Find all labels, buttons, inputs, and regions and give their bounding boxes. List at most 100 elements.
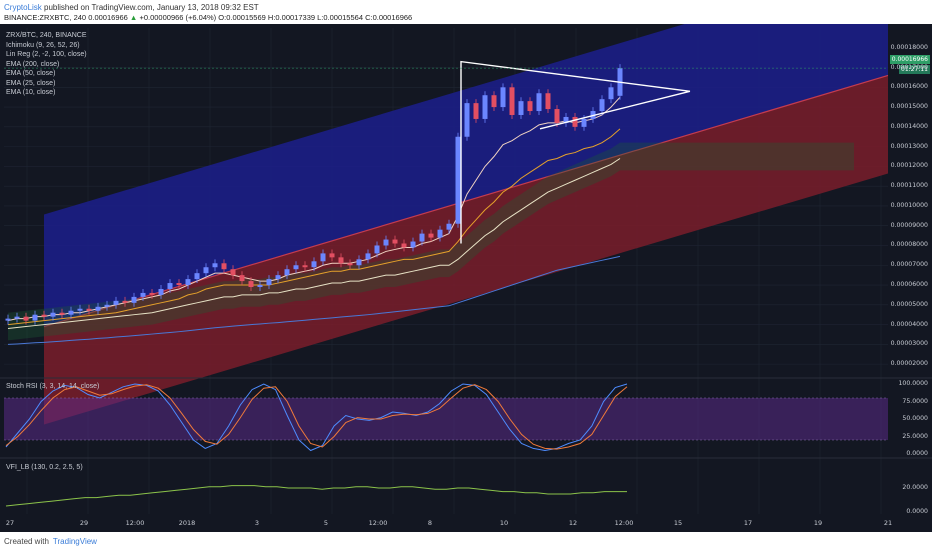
linreg-lower-band xyxy=(44,75,888,425)
vfi-tick-label: 0.0000 xyxy=(906,508,928,515)
time-tick-label: 27 xyxy=(5,519,15,527)
ema200-line xyxy=(7,255,621,345)
candle-body xyxy=(23,316,29,321)
candle-body xyxy=(491,95,497,108)
price-tick-label: 0.00013000 xyxy=(890,142,928,150)
candle-body xyxy=(527,101,533,112)
price-tick-label: 0.00012000 xyxy=(890,162,928,170)
candle-body xyxy=(437,229,443,238)
candle-body xyxy=(158,288,164,295)
candle-body xyxy=(194,273,200,280)
candle-body xyxy=(545,93,551,110)
candle-body xyxy=(500,87,506,108)
price-tick-label: 0.00015000 xyxy=(890,103,928,111)
stoch-band xyxy=(4,398,888,440)
tradingview-logo[interactable]: TradingView xyxy=(52,537,97,546)
candle-body xyxy=(392,239,398,244)
vfi-line xyxy=(5,485,627,507)
candle-body xyxy=(320,253,326,262)
legend-linreg[interactable]: Lin Reg (2, -2, 100, close) xyxy=(6,51,87,58)
candle-body xyxy=(536,93,542,112)
legend-vfi[interactable]: VFI_LB (130, 0.2, 2.5, 5) xyxy=(6,464,83,471)
candle-body xyxy=(284,269,290,276)
candle-body xyxy=(203,267,209,274)
candle-body xyxy=(113,300,119,305)
price-change: +0.00000966 (+6.04%) xyxy=(139,13,217,22)
vfi-tick-label: 20.0000 xyxy=(902,484,928,491)
price-tick-label: 0.00009000 xyxy=(890,221,928,229)
candle-body xyxy=(608,87,614,100)
chart-svg[interactable] xyxy=(0,24,932,532)
candle-body xyxy=(149,292,155,295)
candle-body xyxy=(212,263,218,268)
legend-ema50[interactable]: EMA (50, close) xyxy=(6,70,56,77)
candle-body xyxy=(311,261,317,268)
candle-body xyxy=(176,283,182,286)
author-link[interactable]: CryptoLisk xyxy=(4,3,42,12)
candle-body xyxy=(221,263,227,270)
candle-body xyxy=(383,239,389,246)
time-tick-label: 3 xyxy=(254,519,260,527)
candle-body xyxy=(50,312,56,317)
time-tick-label: 17 xyxy=(743,519,753,527)
legend-ema200[interactable]: EMA (200, close) xyxy=(6,60,60,68)
time-tick-label: 10 xyxy=(499,519,509,527)
chart-canvas[interactable]: ZRX/BTC, 240, BINANCE Ichimoku (9, 26, 5… xyxy=(0,24,932,532)
candle-body xyxy=(455,136,461,224)
candle-body xyxy=(599,99,605,112)
candle-body xyxy=(185,279,191,286)
candle-body xyxy=(140,292,146,297)
candle-body xyxy=(572,116,578,127)
up-arrow-icon: ▲ xyxy=(129,13,138,22)
price-tick-label: 0.00004000 xyxy=(890,320,928,328)
candle-body xyxy=(446,223,452,230)
candle-body xyxy=(473,103,479,119)
symbol-bar: BINANCE:ZRXBTC, 240 0.00016966 ▲ +0.0000… xyxy=(4,13,412,22)
time-tick-label: 2018 xyxy=(178,519,196,527)
candle-body xyxy=(95,306,101,311)
legend-symbol: ZRX/BTC, 240, BINANCE xyxy=(6,32,87,39)
time-tick-label: 12:00 xyxy=(614,519,634,527)
candle-body xyxy=(248,281,254,288)
time-tick-label: 5 xyxy=(323,519,329,527)
legend-ema10[interactable]: EMA (10, close) xyxy=(6,89,56,96)
price-tick-label: 0.00016000 xyxy=(890,83,928,91)
candle-body xyxy=(356,259,362,266)
stoch-tick-label: 50.0000 xyxy=(902,415,928,422)
ema25-line xyxy=(7,128,621,326)
candle-body xyxy=(230,269,236,276)
price-tick-label: 0.00017000 xyxy=(890,63,928,71)
candle-body xyxy=(581,118,587,127)
candle-body xyxy=(419,233,425,242)
candle-body xyxy=(167,283,173,289)
candle-body xyxy=(86,308,92,311)
candle-body xyxy=(428,233,434,238)
candle-body xyxy=(347,263,353,266)
candle-body xyxy=(302,265,308,268)
candle-body xyxy=(293,265,299,270)
price-tick-label: 0.00007000 xyxy=(890,261,928,269)
legend-stoch[interactable]: Stoch RSI (3, 3, 14, 14, close) xyxy=(6,383,100,390)
stoch-k-line xyxy=(5,383,628,452)
candle-body xyxy=(257,285,263,288)
price-tick-label: 0.00008000 xyxy=(890,241,928,249)
last-price: 0.00016966 xyxy=(88,13,128,22)
candle-body xyxy=(131,296,137,303)
time-tick-label: 15 xyxy=(673,519,683,527)
price-tick-label: 0.00005000 xyxy=(890,300,928,308)
candle-body xyxy=(365,253,371,260)
price-tick-label: 0.00002000 xyxy=(890,360,928,368)
legend-ichimoku[interactable]: Ichimoku (9, 26, 52, 26) xyxy=(6,41,80,49)
candle-body xyxy=(338,257,344,264)
ichimoku-cloud xyxy=(8,142,854,341)
candle-body xyxy=(509,87,515,115)
published-text: published on TradingView.com, January 13… xyxy=(41,3,259,12)
main-legend: ZRX/BTC, 240, BINANCE Ichimoku (9, 26, 5… xyxy=(6,31,87,98)
candle-body xyxy=(329,253,335,258)
symbol-name: BINANCE:ZRXBTC, 240 xyxy=(4,13,87,22)
time-tick-label: 12 xyxy=(568,519,578,527)
legend-ema25[interactable]: EMA (25, close) xyxy=(6,79,56,87)
candle-body xyxy=(32,314,38,321)
candle-body xyxy=(563,116,569,123)
candle-body xyxy=(266,279,272,286)
